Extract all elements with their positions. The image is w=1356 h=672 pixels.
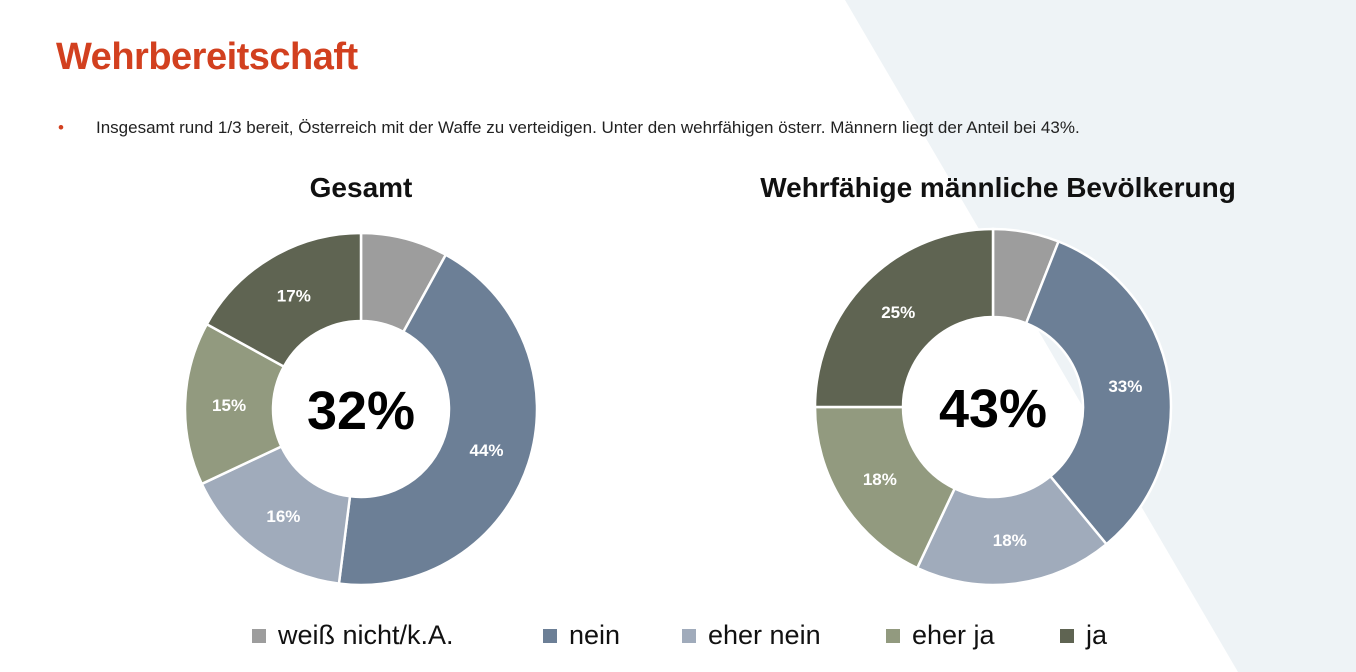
chart-title-gesamt: Gesamt	[309, 172, 413, 203]
legend-label: ja	[1086, 620, 1108, 650]
legend: weiß nicht/k.A. nein eher nein eher ja j…	[0, 620, 1356, 656]
legend-swatch	[886, 628, 900, 643]
legend-label: eher ja	[912, 620, 995, 650]
center-label: 43%	[939, 379, 1047, 439]
legend-label: nein	[569, 620, 621, 650]
data-label: 17%	[277, 286, 311, 305]
donut-slice-1-3	[813, 405, 957, 570]
data-label: 16%	[266, 507, 300, 526]
bullet-marker: •	[58, 118, 64, 137]
donut-slice-0-4	[205, 231, 363, 369]
legend-swatch	[1060, 628, 1074, 643]
center-label: 32%	[307, 381, 415, 441]
legend-item-eher-ja: eher ja	[886, 620, 995, 651]
chart-title-wehrfaehige: Wehrfähige männliche Bevölkerung	[760, 172, 1236, 203]
data-label: 15%	[212, 396, 246, 415]
data-label: 33%	[1108, 377, 1142, 396]
page-title: Wehrbereitschaft	[56, 36, 358, 78]
donut-slice-1-1	[1024, 239, 1173, 546]
legend-swatch	[682, 628, 696, 643]
donut-slice-0-1	[337, 253, 539, 587]
legend-label: weiß nicht/k.A.	[278, 620, 454, 650]
legend-item-eher-nein: eher nein	[682, 620, 821, 651]
legend-label: eher nein	[708, 620, 821, 650]
legend-item-weiss-nicht: weiß nicht/k.A.	[252, 620, 454, 651]
donut-slice-0-3	[183, 322, 286, 486]
data-label: 18%	[863, 470, 897, 489]
legend-item-ja: ja	[1060, 620, 1107, 651]
bullet-text: Insgesamt rund 1/3 bereit, Österreich mi…	[96, 118, 1080, 137]
data-label: 18%	[993, 531, 1027, 550]
donut-slice-1-2	[915, 474, 1109, 587]
donut-slice-1-4	[813, 227, 995, 409]
donut-slice-0-2	[200, 444, 352, 586]
legend-item-nein: nein	[543, 620, 620, 651]
legend-swatch	[543, 628, 557, 643]
legend-swatch	[252, 628, 266, 643]
data-label: 44%	[470, 441, 504, 460]
data-label: 25%	[881, 303, 915, 322]
